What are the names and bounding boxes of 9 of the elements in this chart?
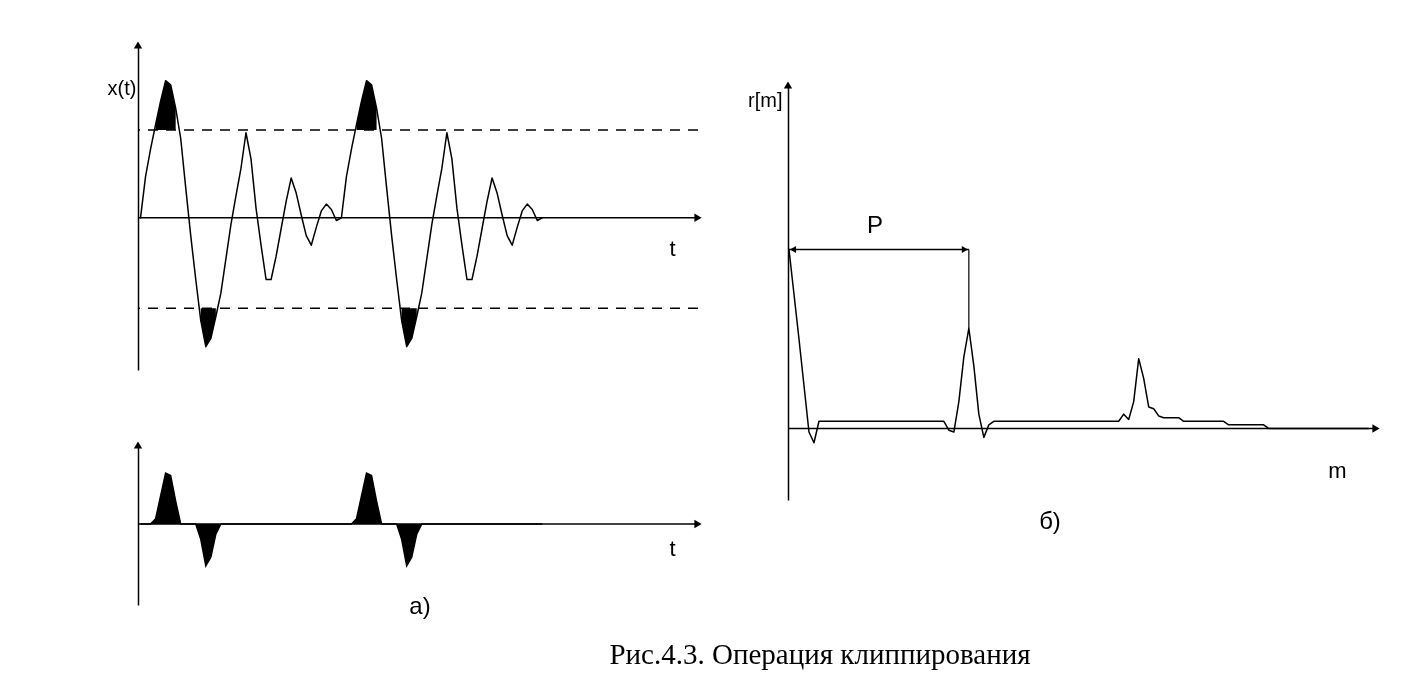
x-axis-title: m [1328,457,1347,483]
text: P [866,211,884,238]
text: Рис.4.3. Операция клиппирования [609,638,1031,670]
text: а) [409,592,431,619]
x-axis-title: t [669,235,676,261]
y-axis-title: r[m] [748,88,783,111]
text: б) [1039,507,1061,534]
y-axis-title: x(t) [107,76,137,99]
x-axis-title: t [669,535,676,561]
